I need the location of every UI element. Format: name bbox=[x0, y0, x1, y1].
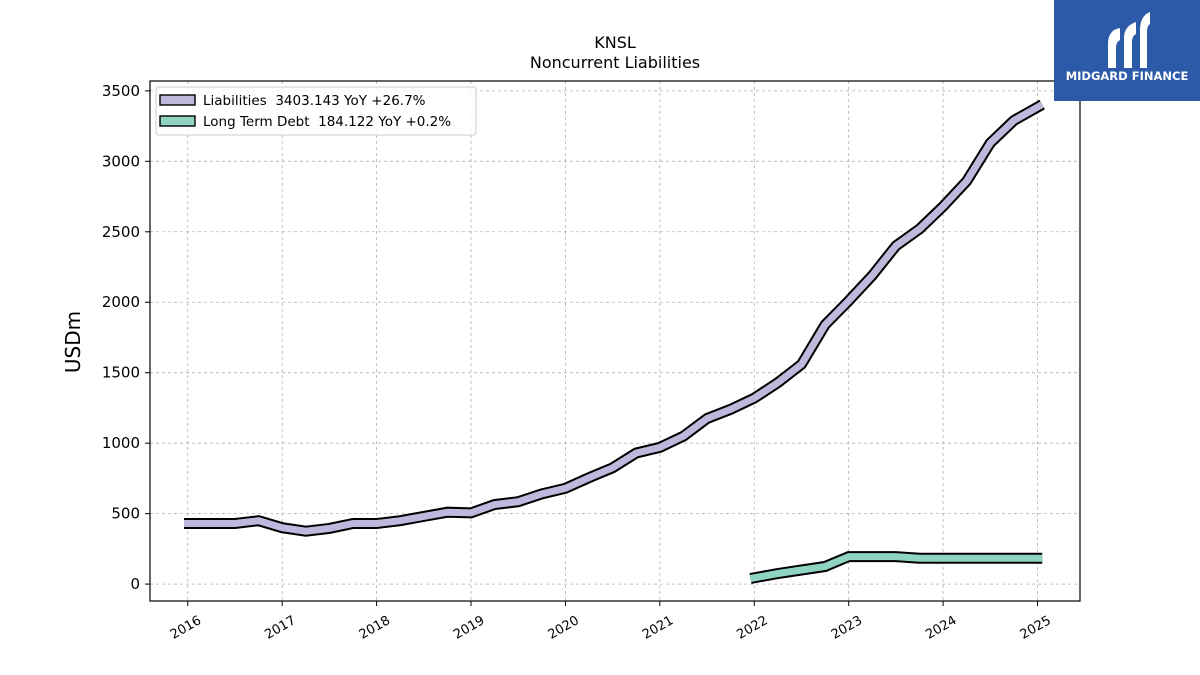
y-tick-label: 2500 bbox=[102, 223, 140, 241]
brand-logo: MIDGARD FINANCE bbox=[1054, 0, 1200, 101]
legend-swatch-liabilities bbox=[159, 94, 196, 106]
y-tick-label: 500 bbox=[111, 505, 140, 523]
y-tick-label: 1500 bbox=[102, 364, 140, 382]
grid-lines bbox=[150, 81, 1080, 601]
brand-name: MIDGARD FINANCE bbox=[1066, 69, 1189, 83]
y-tick-label: 3000 bbox=[102, 152, 140, 170]
legend-label-long-term-debt: Long Term Debt 184.122 YoY +0.2% bbox=[203, 114, 451, 130]
y-tick-label: 1000 bbox=[102, 434, 140, 452]
legend-box bbox=[155, 86, 477, 136]
y-tick-label: 3500 bbox=[102, 82, 140, 100]
x-tick-label: 2018 bbox=[357, 613, 393, 643]
series-layer bbox=[184, 99, 1045, 584]
series-line-0 bbox=[184, 101, 1044, 535]
y-axis-label: USDm bbox=[61, 311, 85, 373]
x-tick-label: 2024 bbox=[923, 613, 959, 643]
legend-label-liabilities: Liabilities 3403.143 YoY +26.7% bbox=[203, 93, 426, 109]
series-line-1 bbox=[749, 553, 1043, 582]
chart-subtitle: Noncurrent Liabilities bbox=[530, 53, 700, 72]
x-tick-label: 2020 bbox=[546, 613, 582, 643]
x-tick-label: 2019 bbox=[451, 613, 487, 643]
y-tick-label: 0 bbox=[130, 575, 140, 593]
legend-swatch-long-term-debt bbox=[159, 115, 196, 127]
x-tick-label: 2023 bbox=[829, 613, 865, 643]
x-tick-label: 2022 bbox=[734, 613, 770, 643]
legend: Liabilities 3403.143 YoY +26.7% Long Ter… bbox=[155, 86, 477, 136]
chart-title: KNSL bbox=[594, 33, 636, 52]
x-tick-label: 2021 bbox=[640, 613, 676, 643]
brand-mark-icon bbox=[1108, 12, 1150, 68]
x-tick-label: 2025 bbox=[1018, 613, 1054, 643]
plot-frame bbox=[149, 80, 1081, 602]
y-tick-label: 2000 bbox=[102, 293, 140, 311]
x-tick-label: 2016 bbox=[168, 613, 204, 643]
x-tick-label: 2017 bbox=[262, 613, 298, 643]
